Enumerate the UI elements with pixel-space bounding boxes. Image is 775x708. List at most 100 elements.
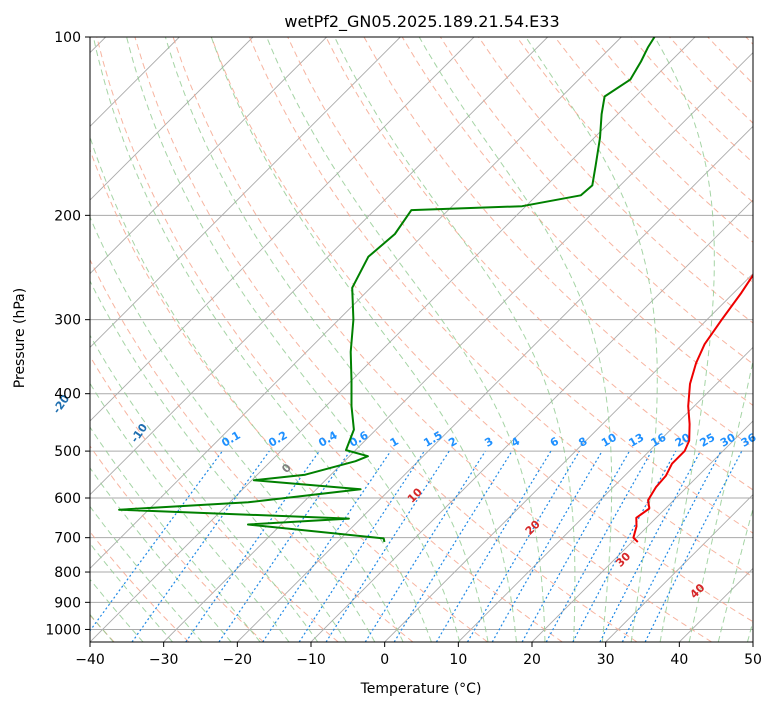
moist-adiabat-label: 0: [279, 461, 294, 476]
dewpoint-profile: [118, 37, 656, 543]
mixing-ratio-label: 0.1: [219, 429, 242, 450]
mixing-ratio-label: 0.2: [266, 429, 289, 450]
moist-adiabat-label: 30: [613, 549, 633, 569]
dry-adiabat-line: [439, 37, 753, 365]
mixing-ratio-line: [185, 450, 320, 642]
mixing-ratio-line: [393, 450, 513, 642]
isotherm-line: [458, 346, 753, 642]
x-tick-label: 10: [449, 652, 467, 668]
mixing-ratio-line: [435, 450, 552, 642]
moist-adiabat-line: [334, 37, 576, 642]
dry-adiabat-line: [249, 37, 753, 578]
y-tick-label: 800: [54, 565, 81, 581]
moist-adiabat-line: [90, 578, 144, 642]
mixing-ratio-line: [599, 450, 702, 642]
y-axis-label: Pressure (hPa): [12, 288, 28, 388]
moist-adiabat-line: [126, 37, 461, 642]
x-axis: −40 −30 −20 −10 0 10 20 30 40 50: [75, 642, 762, 668]
moist-adiabat-line: [92, 37, 432, 642]
mixing-ratio-label: 25: [698, 431, 718, 450]
dry-adiabat-line: [90, 258, 414, 642]
isotherm-line: [384, 273, 753, 642]
background-grid: [90, 37, 753, 642]
isotherm-line: [605, 494, 753, 642]
mixing-ratio-line: [262, 450, 392, 642]
y-tick-label: 1000: [45, 622, 81, 638]
mixing-ratio-label: 2: [446, 435, 459, 450]
mixing-ratio-label: 1: [388, 435, 401, 450]
moist-adiabat-line: [90, 382, 290, 642]
isotherm-line: [90, 37, 401, 348]
moist-adiabat-line: [90, 542, 173, 642]
mixing-ratio-line: [325, 450, 450, 642]
moist-adiabat-line: [90, 334, 319, 642]
moist-adiabat-label: 20: [523, 517, 543, 537]
y-tick-label: 900: [54, 595, 81, 611]
moist-adiabat-line: [90, 135, 404, 642]
isotherm-line: [90, 37, 254, 201]
isotherm-line: [679, 567, 753, 642]
dry-adiabat-line: [287, 37, 753, 534]
x-tick-label: 30: [597, 652, 615, 668]
mixing-ratio-line: [466, 450, 580, 642]
moist-adiabat-line: [210, 37, 517, 642]
dry-adiabat-line: [325, 37, 753, 491]
moist-adiabat-line: [90, 505, 203, 642]
y-tick-label: 600: [54, 491, 81, 507]
dry-adiabat-line: [745, 37, 753, 45]
x-tick-label: 50: [744, 652, 762, 668]
dry-adiabat-line: [96, 37, 563, 642]
moist-adiabat-line: [418, 37, 613, 642]
x-tick-label: −20: [223, 652, 253, 668]
isotherm-line: [90, 37, 327, 275]
x-tick-label: 20: [523, 652, 541, 668]
dry-adiabat-label: -10: [128, 421, 150, 445]
isotherm-line: [752, 641, 753, 642]
mixing-ratio-line: [364, 450, 486, 642]
mixing-ratio-line: [90, 450, 223, 632]
mixing-ratio-label: 10: [599, 431, 619, 450]
mixing-ratio-label: 13: [626, 431, 646, 450]
mixing-ratio-label: 1.5: [421, 429, 444, 450]
isotherm-line: [90, 37, 696, 642]
chart-title: wetPf2_GN05.2025.189.21.54.E33: [284, 12, 559, 32]
y-tick-label: 500: [54, 444, 81, 460]
dry-adiabat-line: [172, 37, 712, 642]
dry-adiabat-line: [669, 37, 753, 124]
dry-adiabat-line: [90, 148, 488, 642]
mixing-ratio-label: 3: [482, 435, 495, 450]
dry-adiabat-line: [90, 445, 264, 642]
y-tick-label: 100: [54, 30, 81, 46]
mixing-ratio-label: 0.4: [316, 429, 340, 450]
moist-adiabat-line: [90, 215, 376, 642]
isotherm-line: [90, 37, 548, 496]
dry-adiabat-line: [90, 355, 339, 642]
mixing-ratio-label: 8: [576, 435, 589, 450]
y-axis: 100 200 300 400 500 600 700 800 900 1000: [45, 30, 90, 638]
mixing-ratio-line: [572, 450, 677, 642]
mixing-ratio-label: 4: [509, 434, 522, 449]
moist-adiabat-line: [654, 37, 715, 642]
x-tick-label: 0: [380, 652, 389, 668]
mixing-ratio-line: [644, 450, 743, 642]
dry-adiabat-line: [592, 37, 753, 203]
dry-adiabat-line: [478, 37, 753, 324]
isotherm-line: [90, 37, 622, 569]
isotherm-line: [90, 37, 475, 422]
plot-frame: [89, 36, 754, 643]
isotherm-line: [237, 125, 753, 642]
y-tick-label: 700: [54, 531, 81, 547]
isotherm-line: [163, 52, 753, 642]
mixing-ratio-line: [218, 450, 351, 642]
dry-adiabat-line: [90, 531, 190, 642]
y-tick-label: 400: [54, 387, 81, 403]
mixing-ratio-label: 30: [718, 431, 738, 450]
isoline-labels: 0.10.20.40.611.52346810131620253036-100-…: [50, 392, 759, 601]
mixing-ratio-line: [131, 450, 270, 642]
x-tick-label: 40: [670, 652, 688, 668]
x-axis-label: Temperature (°C): [360, 681, 482, 697]
y-tick-label: 300: [54, 313, 81, 329]
dry-adiabat-line: [210, 37, 753, 623]
y-tick-label: 200: [54, 208, 81, 224]
